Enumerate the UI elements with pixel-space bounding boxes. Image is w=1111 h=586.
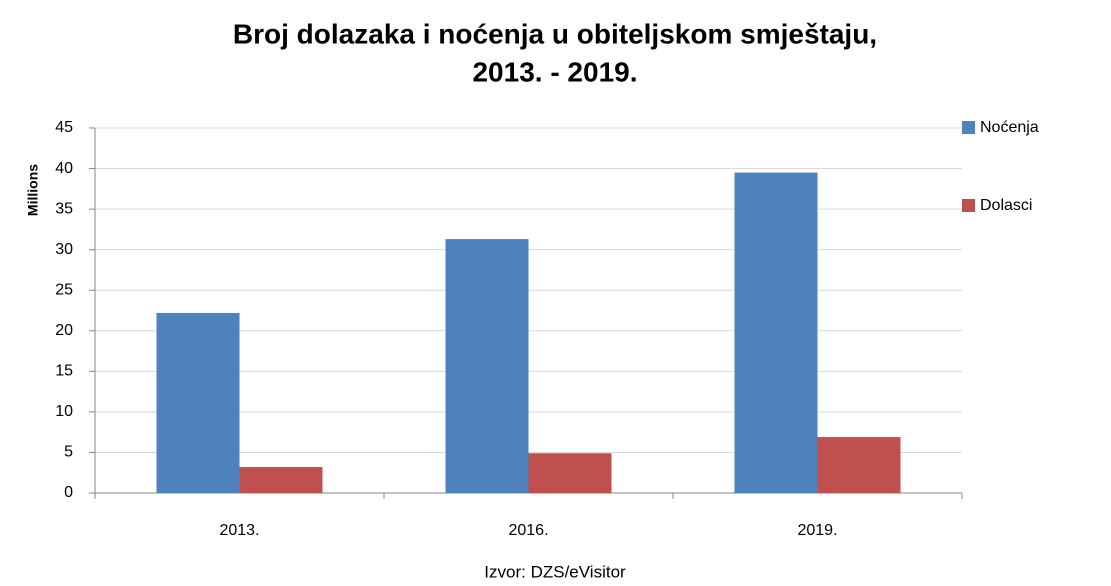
y-tick-label: 10 [55,403,73,420]
y-tick-label: 35 [55,200,73,217]
source: Izvor: DZS/eVisitor [484,562,626,581]
x-tick-label: 2013. [219,522,259,539]
bar [817,437,901,493]
chart-title: 2013. - 2019. [472,56,637,87]
legend-label: Dolasci [980,197,1032,214]
bar [528,453,612,493]
y-tick-label: 20 [55,322,73,339]
legend-swatch [962,121,975,134]
y-axis-label: Millions [25,164,41,216]
legend-swatch [962,199,975,212]
bar [734,172,818,493]
y-tick-label: 45 [55,119,73,136]
x-tick-label: 2019. [797,522,837,539]
y-tick-label: 15 [55,363,73,380]
chart-title: Broj dolazaka i noćenja u obiteljskom sm… [233,18,877,49]
bar [445,239,529,493]
y-tick-label: 5 [64,444,73,461]
y-tick-label: 25 [55,281,73,298]
legend-label: Noćenja [980,119,1039,136]
x-tick-label: 2016. [508,522,548,539]
bar [239,467,323,493]
bar [156,312,240,493]
y-tick-label: 40 [55,160,73,177]
y-tick-label: 30 [55,241,73,258]
y-tick-label: 0 [64,484,73,501]
